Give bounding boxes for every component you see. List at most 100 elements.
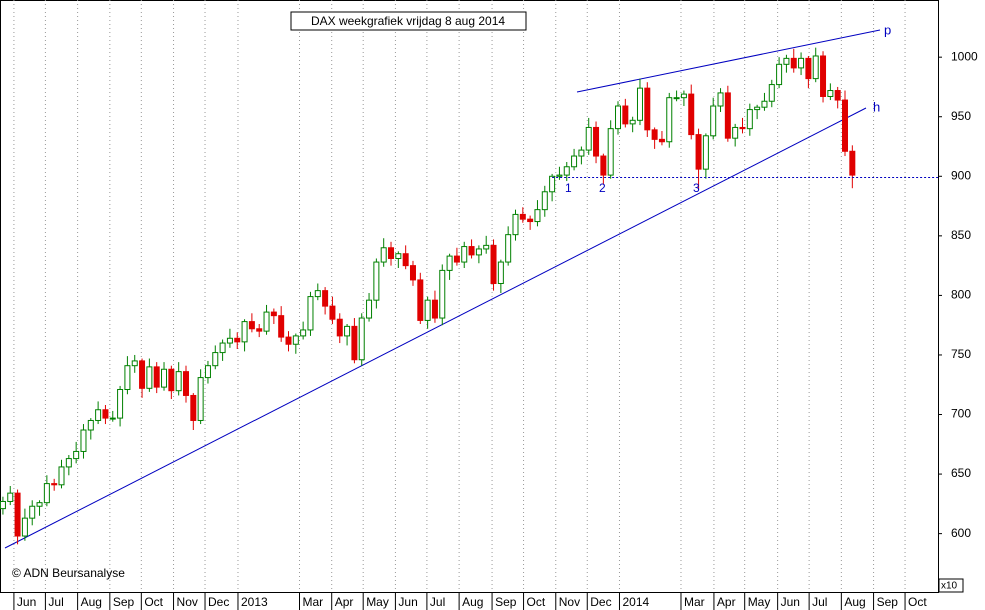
candle-body bbox=[717, 92, 724, 107]
x-tick-label: Sep bbox=[113, 595, 135, 609]
chart-title: DAX weekgrafiek vrijdag 8 aug 2014 bbox=[311, 14, 505, 28]
candle-body bbox=[849, 150, 856, 176]
candle-body bbox=[739, 126, 746, 130]
candle-body bbox=[702, 135, 709, 170]
x-tick-label: Dec bbox=[208, 595, 229, 609]
candle-body bbox=[534, 209, 541, 223]
candle-body bbox=[585, 126, 592, 151]
annotation: 3 bbox=[693, 181, 700, 195]
candle-body bbox=[307, 296, 314, 331]
candle-body bbox=[7, 492, 14, 502]
x-tick-label: 2014 bbox=[622, 595, 649, 609]
candle-body bbox=[512, 213, 519, 236]
x-tick-label: Apr bbox=[335, 595, 354, 609]
candle-body bbox=[490, 244, 497, 284]
candle-body bbox=[527, 218, 534, 223]
candle-body bbox=[519, 213, 526, 220]
candle-body bbox=[409, 265, 416, 281]
candle-body bbox=[695, 134, 702, 170]
candle-body bbox=[21, 517, 28, 537]
candle-body bbox=[842, 99, 849, 152]
candle-body bbox=[314, 290, 321, 298]
candle-body bbox=[285, 336, 292, 345]
candle-body bbox=[827, 90, 834, 97]
candle-body bbox=[263, 311, 270, 332]
candle-body bbox=[732, 126, 739, 139]
candle-body bbox=[461, 246, 468, 263]
candle-body bbox=[117, 389, 124, 419]
y-tick-label: 950 bbox=[951, 109, 971, 123]
x-tick-label: Sep bbox=[495, 595, 517, 609]
x-tick-label: Aug bbox=[81, 595, 102, 609]
candle-body bbox=[153, 366, 160, 388]
candle-body bbox=[270, 311, 277, 317]
x-tick-label: Nov bbox=[177, 595, 198, 609]
x-tick-label: 2013 bbox=[241, 595, 268, 609]
candle-body bbox=[783, 57, 790, 65]
candle-body bbox=[439, 269, 446, 319]
y-tick-label: 650 bbox=[951, 466, 971, 480]
x-tick-label: Aug bbox=[844, 595, 865, 609]
candle-body bbox=[673, 97, 680, 100]
candle-body bbox=[300, 329, 307, 337]
candle-body bbox=[446, 255, 453, 271]
candle-body bbox=[615, 105, 622, 130]
candle-body bbox=[241, 321, 248, 343]
x-tick-label: Jul bbox=[48, 595, 63, 609]
x-tick-label: Oct bbox=[144, 595, 163, 609]
candle-body bbox=[366, 299, 373, 319]
candle-body bbox=[380, 247, 387, 263]
x-tick-label: Nov bbox=[559, 595, 580, 609]
candle-body bbox=[87, 419, 94, 431]
x-tick-label: Apr bbox=[717, 595, 736, 609]
candle-body bbox=[600, 155, 607, 176]
candle-body bbox=[388, 247, 395, 259]
candle-body bbox=[256, 328, 263, 332]
support-line bbox=[4, 107, 867, 549]
candle-body bbox=[761, 100, 768, 108]
x-tick-label: Aug bbox=[462, 595, 483, 609]
candle-body bbox=[746, 109, 753, 130]
candle-body bbox=[666, 97, 673, 143]
y-tick-label: 750 bbox=[951, 347, 971, 361]
candle-body bbox=[622, 105, 629, 125]
candle-body bbox=[29, 505, 36, 519]
resistance-line bbox=[576, 29, 881, 93]
candle-body bbox=[322, 290, 329, 307]
candle-body bbox=[248, 321, 255, 330]
candle-body bbox=[373, 261, 380, 301]
candle-body bbox=[58, 466, 65, 486]
candle-body bbox=[571, 155, 578, 168]
candle-body bbox=[820, 55, 827, 97]
candle-body bbox=[146, 366, 153, 389]
candle-body bbox=[336, 318, 343, 337]
annotation: h bbox=[873, 99, 880, 114]
candle-body bbox=[43, 483, 50, 504]
x-tick-label: Dec bbox=[590, 595, 611, 609]
candle-body bbox=[563, 166, 570, 176]
y-tick-label: 700 bbox=[951, 407, 971, 421]
candle-body bbox=[51, 483, 58, 486]
candle-body bbox=[724, 92, 731, 139]
candle-body bbox=[790, 57, 797, 69]
y-tick-label: 600 bbox=[951, 526, 971, 540]
annotation: 2 bbox=[599, 181, 606, 195]
candle-body bbox=[80, 429, 87, 452]
candle-body bbox=[139, 360, 146, 389]
candle-body bbox=[483, 244, 490, 250]
candle-body bbox=[505, 234, 512, 263]
credit: © ADN Beursanalyse bbox=[12, 566, 125, 580]
annotation: p bbox=[884, 22, 891, 37]
y-tick-label: 850 bbox=[951, 228, 971, 242]
candle-body bbox=[278, 315, 285, 338]
candle-body bbox=[453, 255, 460, 263]
candle-body bbox=[226, 337, 233, 344]
scale-box bbox=[938, 578, 964, 593]
candle-body bbox=[197, 377, 204, 421]
candle-body bbox=[190, 394, 197, 421]
candle-body bbox=[424, 299, 431, 321]
candle-body bbox=[658, 138, 665, 143]
candle-body bbox=[175, 371, 182, 392]
candle-body bbox=[219, 342, 226, 354]
